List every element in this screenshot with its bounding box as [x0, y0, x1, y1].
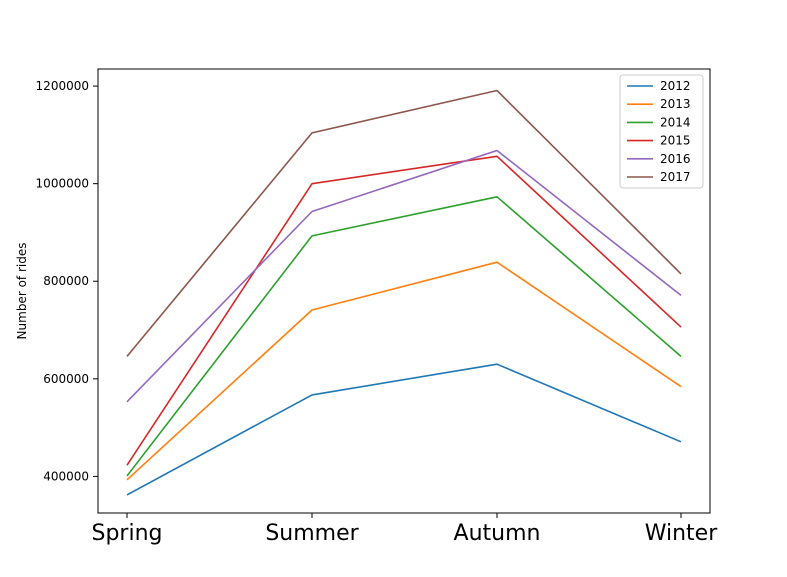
legend-label: 2013 — [660, 97, 691, 111]
y-tick-label: 1000000 — [36, 177, 89, 191]
y-axis: 400000 600000 800000 1000000 1200000 — [36, 79, 98, 483]
series-line-2013 — [126, 261, 682, 481]
x-tick-label: Summer — [265, 521, 359, 546]
series-line-2017 — [126, 89, 682, 357]
legend-box — [619, 74, 704, 189]
series-line-2014 — [126, 196, 682, 477]
series-line-2015 — [126, 155, 682, 466]
series-line-2012 — [126, 363, 682, 496]
legend-label: 2016 — [660, 152, 691, 166]
y-tick-label: 400000 — [43, 469, 89, 483]
legend: 2012 2013 2014 2015 2016 2017 — [619, 74, 704, 189]
x-tick-label: Spring — [92, 521, 163, 546]
legend-label: 2017 — [660, 170, 691, 184]
series-lines — [126, 89, 682, 496]
legend-label: 2014 — [660, 115, 691, 129]
x-axis: Spring Summer Autumn Winter — [92, 513, 718, 546]
y-tick-label: 600000 — [43, 372, 89, 386]
y-tick-label: 800000 — [43, 274, 89, 288]
y-tick-label: 1200000 — [36, 79, 89, 93]
x-tick-label: Autumn — [454, 521, 541, 546]
legend-label: 2012 — [660, 79, 691, 93]
plot-area-frame — [97, 68, 711, 514]
y-axis-label: Number of rides — [15, 243, 29, 340]
legend-label: 2015 — [660, 134, 691, 148]
x-tick-label: Winter — [645, 521, 718, 546]
series-line-2016 — [126, 149, 682, 403]
